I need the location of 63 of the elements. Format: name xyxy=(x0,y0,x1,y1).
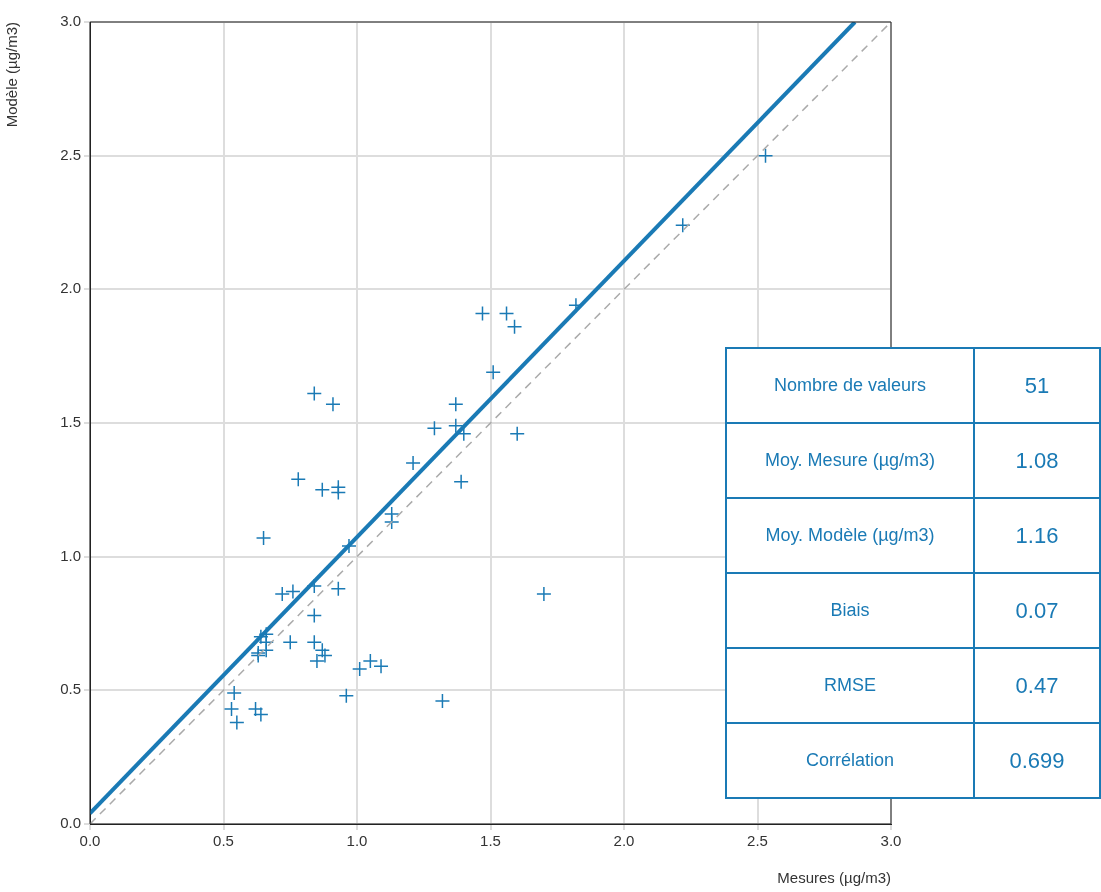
x-tick-label: 3.0 xyxy=(880,832,902,850)
x-tick-label: 0.0 xyxy=(79,832,101,850)
point xyxy=(306,607,323,624)
point xyxy=(282,634,298,650)
text: 0.47 xyxy=(1015,672,1059,698)
point xyxy=(405,455,421,471)
text: 1.08 xyxy=(1015,447,1059,473)
point xyxy=(229,714,245,731)
point xyxy=(383,514,400,530)
annotation: Moy. Modèle (µg/m3) xyxy=(726,498,974,573)
point xyxy=(509,425,525,442)
point xyxy=(536,586,552,602)
annotation: RMSE xyxy=(726,648,974,723)
annotation: Biais xyxy=(726,573,974,648)
point xyxy=(274,586,290,602)
point xyxy=(306,385,323,402)
y-axis-title: Modèle (µg/m3) xyxy=(3,22,21,128)
annotation: Nombre de valeurs xyxy=(726,348,974,423)
point xyxy=(258,642,274,658)
point xyxy=(485,364,501,380)
annotation: Moy. Mesure (µg/m3) xyxy=(726,423,974,498)
point xyxy=(255,530,272,546)
point xyxy=(362,653,379,669)
point xyxy=(434,693,451,709)
y-tick-label: 1.5 xyxy=(60,413,81,431)
point xyxy=(474,305,491,322)
annotation: Corrélation xyxy=(726,723,974,798)
point xyxy=(290,471,307,487)
point xyxy=(285,583,301,600)
x-tick-label: 1.5 xyxy=(480,832,501,850)
text: 0.699 xyxy=(1009,747,1065,773)
point xyxy=(338,687,355,704)
point xyxy=(309,653,325,669)
text: 51 xyxy=(1024,372,1050,398)
point xyxy=(330,484,347,501)
y-tick-label: 3.0 xyxy=(60,12,81,30)
y-tick-label: 0.5 xyxy=(60,680,81,698)
point xyxy=(426,420,443,437)
text: 0.07 xyxy=(1015,597,1059,623)
point xyxy=(317,647,333,664)
x-tick-label: 1.0 xyxy=(346,832,368,850)
x-tick-label: 2.5 xyxy=(747,832,768,850)
point xyxy=(373,658,389,675)
point xyxy=(325,396,341,413)
x-tick-label: 2.0 xyxy=(613,832,635,850)
point xyxy=(351,661,368,677)
x-axis-title: Mesures (µg/m3) xyxy=(777,869,891,887)
point xyxy=(330,581,347,597)
point xyxy=(453,474,469,490)
y-tick-label: 0.0 xyxy=(60,814,81,832)
point xyxy=(314,482,331,498)
y-tick-label: 2.5 xyxy=(60,145,81,163)
point xyxy=(674,217,691,233)
y-tick-label: 2.0 xyxy=(60,279,81,297)
point xyxy=(226,685,242,701)
y-tick-label: 1.0 xyxy=(60,546,81,564)
point xyxy=(498,305,515,322)
point xyxy=(506,319,523,335)
point xyxy=(757,147,774,164)
point xyxy=(223,701,240,717)
point xyxy=(448,396,464,413)
x-tick-label: 0.5 xyxy=(213,832,234,850)
text: 1.16 xyxy=(1015,522,1059,548)
